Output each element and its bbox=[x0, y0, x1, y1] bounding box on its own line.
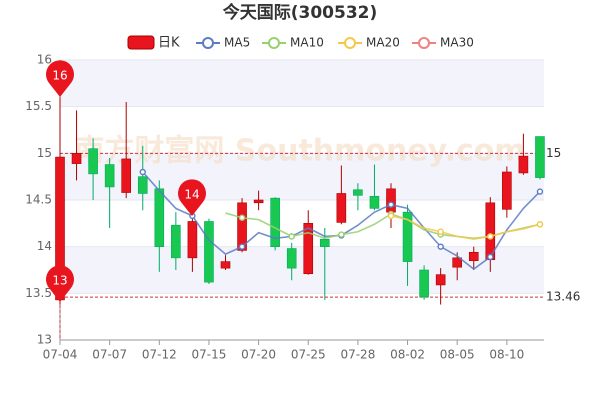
candle-body bbox=[253, 199, 264, 204]
candle-body bbox=[452, 257, 463, 268]
candle-body bbox=[435, 274, 446, 286]
ma-point bbox=[487, 253, 494, 261]
y-tick-label: 15.5 bbox=[25, 99, 52, 113]
y-tick-label: 13 bbox=[37, 333, 52, 347]
ma-point bbox=[238, 243, 246, 250]
candle-body bbox=[303, 223, 314, 275]
pin-label: 13 bbox=[52, 274, 67, 288]
band bbox=[60, 60, 544, 107]
candle-body bbox=[353, 189, 363, 196]
candle-body bbox=[71, 153, 82, 164]
x-tick-label: 07-15 bbox=[192, 348, 227, 362]
candle-body bbox=[468, 251, 479, 261]
candle-body bbox=[319, 238, 330, 247]
pin bbox=[178, 179, 207, 216]
y-tick-label: 15 bbox=[37, 146, 52, 160]
y-tick-label: 13.5 bbox=[25, 286, 52, 300]
candle-body bbox=[121, 158, 131, 193]
legend-swatch bbox=[344, 37, 356, 49]
pin-label: 16 bbox=[52, 69, 67, 83]
ref-label: 13.46 bbox=[546, 290, 580, 304]
candle-body bbox=[270, 197, 280, 247]
candle-body bbox=[535, 136, 545, 178]
candle-body bbox=[187, 221, 198, 259]
ma-point bbox=[387, 212, 395, 220]
pin bbox=[46, 60, 74, 97]
candle-body bbox=[336, 193, 347, 223]
pin bbox=[46, 265, 74, 302]
y-tick-label: 16 bbox=[37, 53, 52, 67]
legend-label: MA10 bbox=[290, 36, 324, 50]
candle-body bbox=[286, 248, 297, 269]
x-tick-label: 08-10 bbox=[489, 348, 524, 362]
x-tick-label: 07-28 bbox=[340, 348, 375, 362]
ma-point bbox=[536, 221, 544, 228]
candle-body bbox=[518, 155, 529, 174]
chart-title: 今天国际(300532) bbox=[223, 2, 378, 23]
x-tick-label: 07-04 bbox=[43, 348, 78, 362]
x-tick-label: 07-07 bbox=[92, 348, 127, 362]
candle-body bbox=[502, 171, 512, 210]
x-tick-label: 07-12 bbox=[142, 348, 177, 362]
candle-body bbox=[237, 202, 247, 251]
candle-body bbox=[369, 195, 380, 209]
candle-body bbox=[402, 211, 413, 262]
y-tick-label: 14 bbox=[37, 239, 52, 253]
candle-body bbox=[204, 221, 214, 283]
ma-point bbox=[487, 233, 494, 240]
ma-point bbox=[238, 214, 246, 221]
ma-point bbox=[437, 243, 444, 250]
candle-body bbox=[88, 148, 98, 175]
candle-body bbox=[104, 164, 115, 188]
x-tick-label: 07-20 bbox=[241, 348, 276, 362]
legend-swatch bbox=[202, 37, 214, 49]
ma-point bbox=[437, 228, 444, 235]
legend-label: MA30 bbox=[440, 36, 474, 50]
candle-body bbox=[419, 269, 429, 298]
legend-label: MA5 bbox=[224, 36, 250, 50]
x-tick-label: 08-05 bbox=[440, 348, 475, 362]
ma-point bbox=[139, 168, 146, 176]
candle-body bbox=[220, 261, 231, 269]
candle-body bbox=[154, 188, 165, 247]
legend-swatch bbox=[268, 37, 280, 49]
ma-point bbox=[338, 231, 345, 238]
x-tick-label: 07-25 bbox=[291, 348, 326, 362]
y-tick-label: 14.5 bbox=[25, 193, 52, 207]
pin-label: 14 bbox=[184, 188, 199, 202]
candle-body bbox=[171, 224, 181, 259]
legend-swatch bbox=[418, 37, 430, 49]
candle-body bbox=[386, 188, 396, 213]
watermark: 南方财富网 Southmoney.com bbox=[74, 134, 525, 169]
ma-point bbox=[288, 233, 295, 240]
legend-label: 日K bbox=[158, 36, 180, 51]
band bbox=[60, 246, 544, 294]
ref-label: 15 bbox=[546, 146, 561, 160]
ma-point bbox=[536, 188, 544, 195]
ma-line bbox=[390, 215, 541, 241]
candle-body bbox=[137, 176, 148, 194]
x-tick-label: 08-02 bbox=[390, 348, 425, 362]
legend-swatch bbox=[127, 35, 155, 50]
legend-label: MA20 bbox=[366, 36, 400, 50]
ma-point bbox=[387, 201, 395, 208]
